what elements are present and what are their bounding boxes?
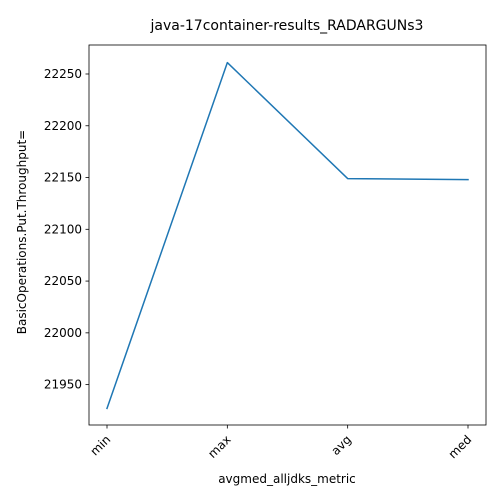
chart-title: java-17container-results_RADARGUNs3 bbox=[150, 18, 424, 34]
x-tick-label: min bbox=[87, 432, 113, 458]
x-tick-label: avg bbox=[328, 432, 354, 458]
y-axis-label: BasicOperations.Put.Throughput= bbox=[15, 130, 29, 334]
y-tick-label: 22200 bbox=[44, 119, 82, 133]
y-tick-label: 21950 bbox=[44, 378, 82, 392]
plot-area: 21950 22000 22050 22100 22150 22200 22250 min ma… bbox=[44, 44, 487, 461]
series-line bbox=[106, 61, 469, 410]
axes-frame bbox=[88, 44, 487, 426]
y-tick-label: 22250 bbox=[44, 67, 82, 81]
y-tick-label: 22150 bbox=[44, 171, 82, 185]
x-tick-label: med bbox=[446, 432, 475, 461]
y-tick-label: 22100 bbox=[44, 222, 82, 236]
x-tick-label: max bbox=[205, 432, 233, 460]
y-tick-label: 22050 bbox=[44, 274, 82, 288]
y-tick-label: 22000 bbox=[44, 326, 82, 340]
x-axis-label: avgmed_alljdks_metric bbox=[218, 472, 356, 486]
